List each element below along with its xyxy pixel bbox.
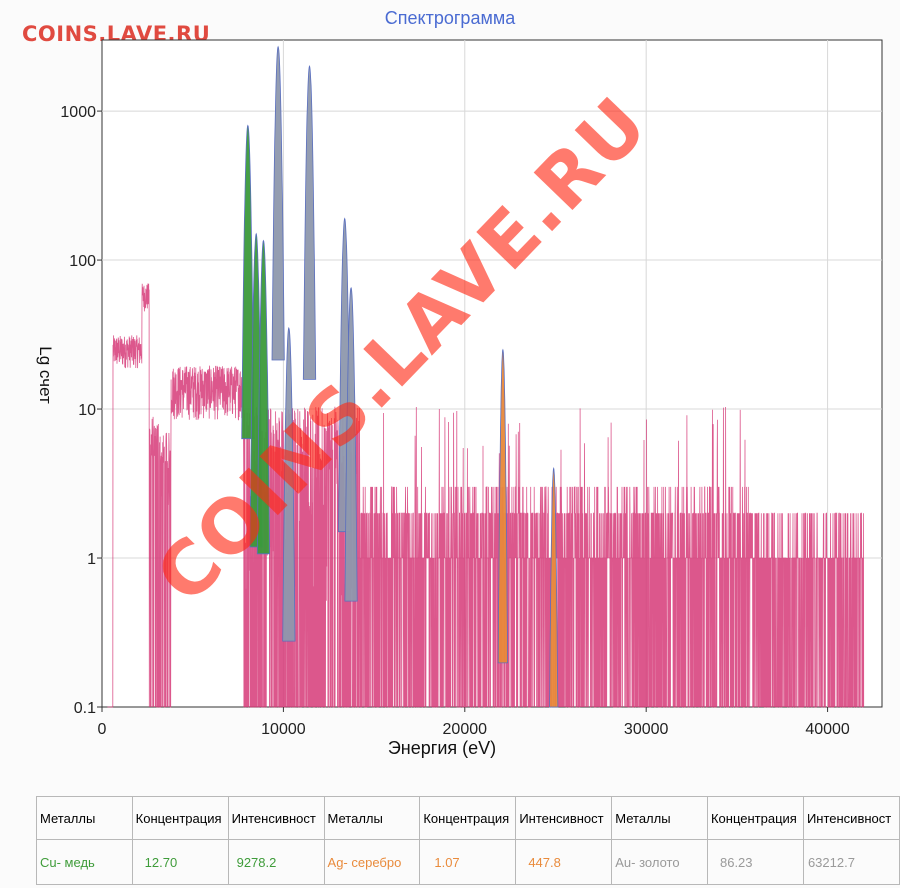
peak-ag-24900 <box>549 466 559 708</box>
spectrogram-chart: 0 10000 20000 30000 40000 0.1 1 10 100 1000 Энерги… <box>36 39 883 758</box>
y-axis-label: Lg счет <box>36 346 55 404</box>
y-tick-label: 0.1 <box>74 700 96 717</box>
metals-table: Металлы Концентрация Интенсивност Металл… <box>36 796 900 885</box>
x-tick-label: 10000 <box>261 721 306 738</box>
y-tick-label: 1000 <box>60 104 96 121</box>
peak-ag-22100 <box>497 348 509 664</box>
background-spectrum-line <box>107 283 865 708</box>
header-concentration-3: Концентрация <box>706 796 804 840</box>
table-values-row: Cu- медь 12.70 9278.2 Ag- серебро 1.07 4… <box>36 839 900 885</box>
peak-au-10300 <box>282 326 296 642</box>
header-intensity-3: Интенсивност <box>802 796 900 840</box>
metal-au-name: Au- золото <box>611 839 708 885</box>
metal-cu-name: Cu- медь <box>36 839 133 885</box>
peak-au-9710 <box>271 45 285 361</box>
table-header-row: Металлы Концентрация Интенсивност Металл… <box>36 796 900 840</box>
metal-au-concentration: 86.23 <box>706 839 804 885</box>
header-metals-1: Металлы <box>36 796 133 840</box>
header-intensity-2: Интенсивност <box>515 796 613 840</box>
y-tick-label: 10 <box>78 402 96 419</box>
peak-cu-8040 <box>241 124 255 440</box>
header-concentration-2: Концентрация <box>419 796 517 840</box>
metal-cu-concentration: 12.70 <box>131 839 229 885</box>
x-tick-label: 20000 <box>443 721 488 738</box>
metal-ag-intensity: 447.8 <box>515 839 613 885</box>
metal-cu-intensity: 9278.2 <box>227 839 325 885</box>
x-axis-label: Энергия (eV) <box>388 738 496 758</box>
header-metals-2: Металлы <box>323 796 421 840</box>
metal-au-intensity: 63212.7 <box>802 839 900 885</box>
metal-ag-concentration: 1.07 <box>419 839 517 885</box>
peak-au-13730 <box>344 286 358 602</box>
header-intensity-1: Интенсивност <box>227 796 325 840</box>
y-tick-label: 100 <box>69 253 96 270</box>
x-tick-label: 40000 <box>805 721 850 738</box>
x-tick-label: 30000 <box>624 721 669 738</box>
peak-cu-8900 <box>256 239 271 555</box>
chart-title: Спектрограмма <box>384 8 516 28</box>
y-tick-label: 1 <box>87 551 96 568</box>
header-concentration-1: Концентрация <box>131 796 229 840</box>
metal-ag-name: Ag- серебро <box>323 839 421 885</box>
x-tick-label: 0 <box>98 721 107 738</box>
peak-au-11440 <box>302 65 317 380</box>
header-metals-3: Металлы <box>611 796 708 840</box>
